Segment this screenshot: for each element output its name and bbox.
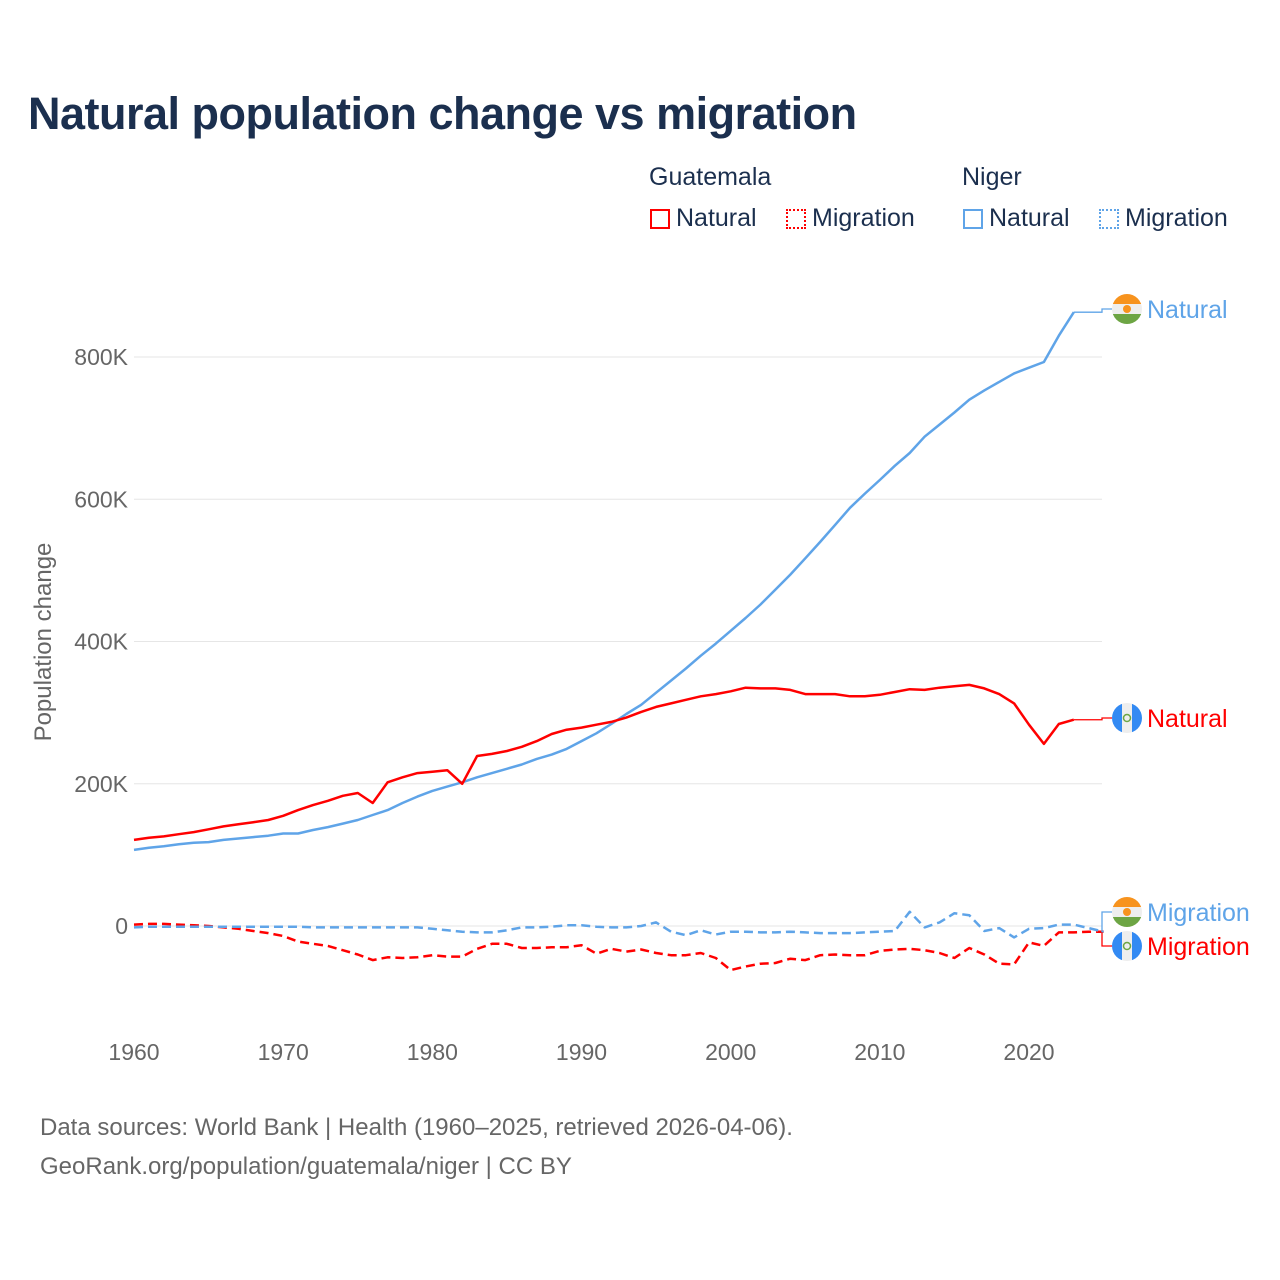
x-tick-label: 1970 bbox=[258, 1039, 309, 1065]
legend-group-guatemala: Guatemala bbox=[649, 163, 772, 191]
flag-stripe-white bbox=[1122, 703, 1132, 733]
label-connector bbox=[1101, 911, 1112, 933]
y-tick-label: 0 bbox=[115, 913, 128, 939]
y-axis-label: Population change bbox=[30, 543, 57, 742]
series-line-guatemala-natural bbox=[133, 683, 1075, 842]
legend-label: Migration bbox=[812, 204, 915, 232]
label-connector bbox=[1073, 308, 1112, 313]
x-tick-label: 1980 bbox=[407, 1039, 458, 1065]
flag-stripe-blue bbox=[1112, 931, 1122, 961]
label-connector bbox=[1073, 717, 1112, 721]
flag-stripe-white bbox=[1122, 931, 1132, 961]
niger-flag-icon bbox=[1112, 897, 1142, 927]
source-line-2[interactable]: GeoRank.org/population/guatemala/niger |… bbox=[40, 1153, 572, 1180]
y-tick-label: 400K bbox=[74, 629, 128, 655]
x-tick-label: 2010 bbox=[854, 1039, 905, 1065]
flag-stripe-green bbox=[1112, 314, 1142, 324]
guatemala-flag-icon bbox=[1112, 703, 1142, 733]
legend-group-niger: Niger bbox=[962, 163, 1022, 191]
flag-stripe-blue bbox=[1112, 703, 1122, 733]
series-line-guatemala-migration bbox=[133, 922, 1104, 972]
flag-stripe-orange bbox=[1112, 897, 1142, 907]
x-tick-label: 2020 bbox=[1003, 1039, 1054, 1065]
legend-niger-migration[interactable]: Migration bbox=[1099, 204, 1228, 233]
flag-sun bbox=[1123, 908, 1131, 916]
legend-guatemala-natural[interactable]: Natural bbox=[650, 204, 757, 233]
y-tick-label: 800K bbox=[74, 344, 128, 370]
legend-swatch-dotted-red bbox=[786, 208, 806, 229]
legend-guatemala-migration[interactable]: Migration bbox=[786, 204, 915, 233]
legend-label: Natural bbox=[676, 204, 757, 232]
flag-stripe-orange bbox=[1112, 294, 1142, 304]
legend-niger-natural[interactable]: Natural bbox=[963, 204, 1070, 233]
x-tick-label: 1960 bbox=[108, 1039, 159, 1065]
y-tick-label: 200K bbox=[74, 771, 128, 797]
source-note: Data sources: World Bank | Health (1960–… bbox=[40, 1108, 793, 1186]
legend-swatch-solid-blue bbox=[963, 208, 983, 229]
series-end-label: Natural bbox=[1147, 296, 1228, 324]
flag-stripe-green bbox=[1112, 917, 1142, 927]
series-line-niger-migration bbox=[133, 910, 1104, 939]
series-line-niger-natural bbox=[133, 311, 1075, 852]
series-end-label: Natural bbox=[1147, 705, 1228, 733]
legend-swatch-dotted-blue bbox=[1099, 208, 1119, 229]
flag-emblem bbox=[1122, 713, 1132, 723]
legend-label: Natural bbox=[989, 204, 1070, 232]
legend-swatch-solid-red bbox=[650, 208, 670, 229]
label-connector bbox=[1101, 931, 1112, 947]
series-end-label: Migration bbox=[1147, 933, 1250, 961]
guatemala-flag-icon bbox=[1112, 931, 1142, 961]
source-line-1: Data sources: World Bank | Health (1960–… bbox=[40, 1114, 793, 1141]
niger-flag-icon bbox=[1112, 294, 1142, 324]
y-tick-label: 600K bbox=[74, 486, 128, 512]
flag-emblem bbox=[1122, 941, 1132, 951]
series-end-label: Migration bbox=[1147, 899, 1250, 927]
legend-label: Migration bbox=[1125, 204, 1228, 232]
chart-title: Natural population change vs migration bbox=[28, 88, 857, 139]
flag-stripe-blue bbox=[1132, 931, 1142, 961]
x-tick-label: 1990 bbox=[556, 1039, 607, 1065]
flag-sun bbox=[1123, 305, 1131, 313]
x-tick-label: 2000 bbox=[705, 1039, 756, 1065]
flag-stripe-blue bbox=[1132, 703, 1142, 733]
